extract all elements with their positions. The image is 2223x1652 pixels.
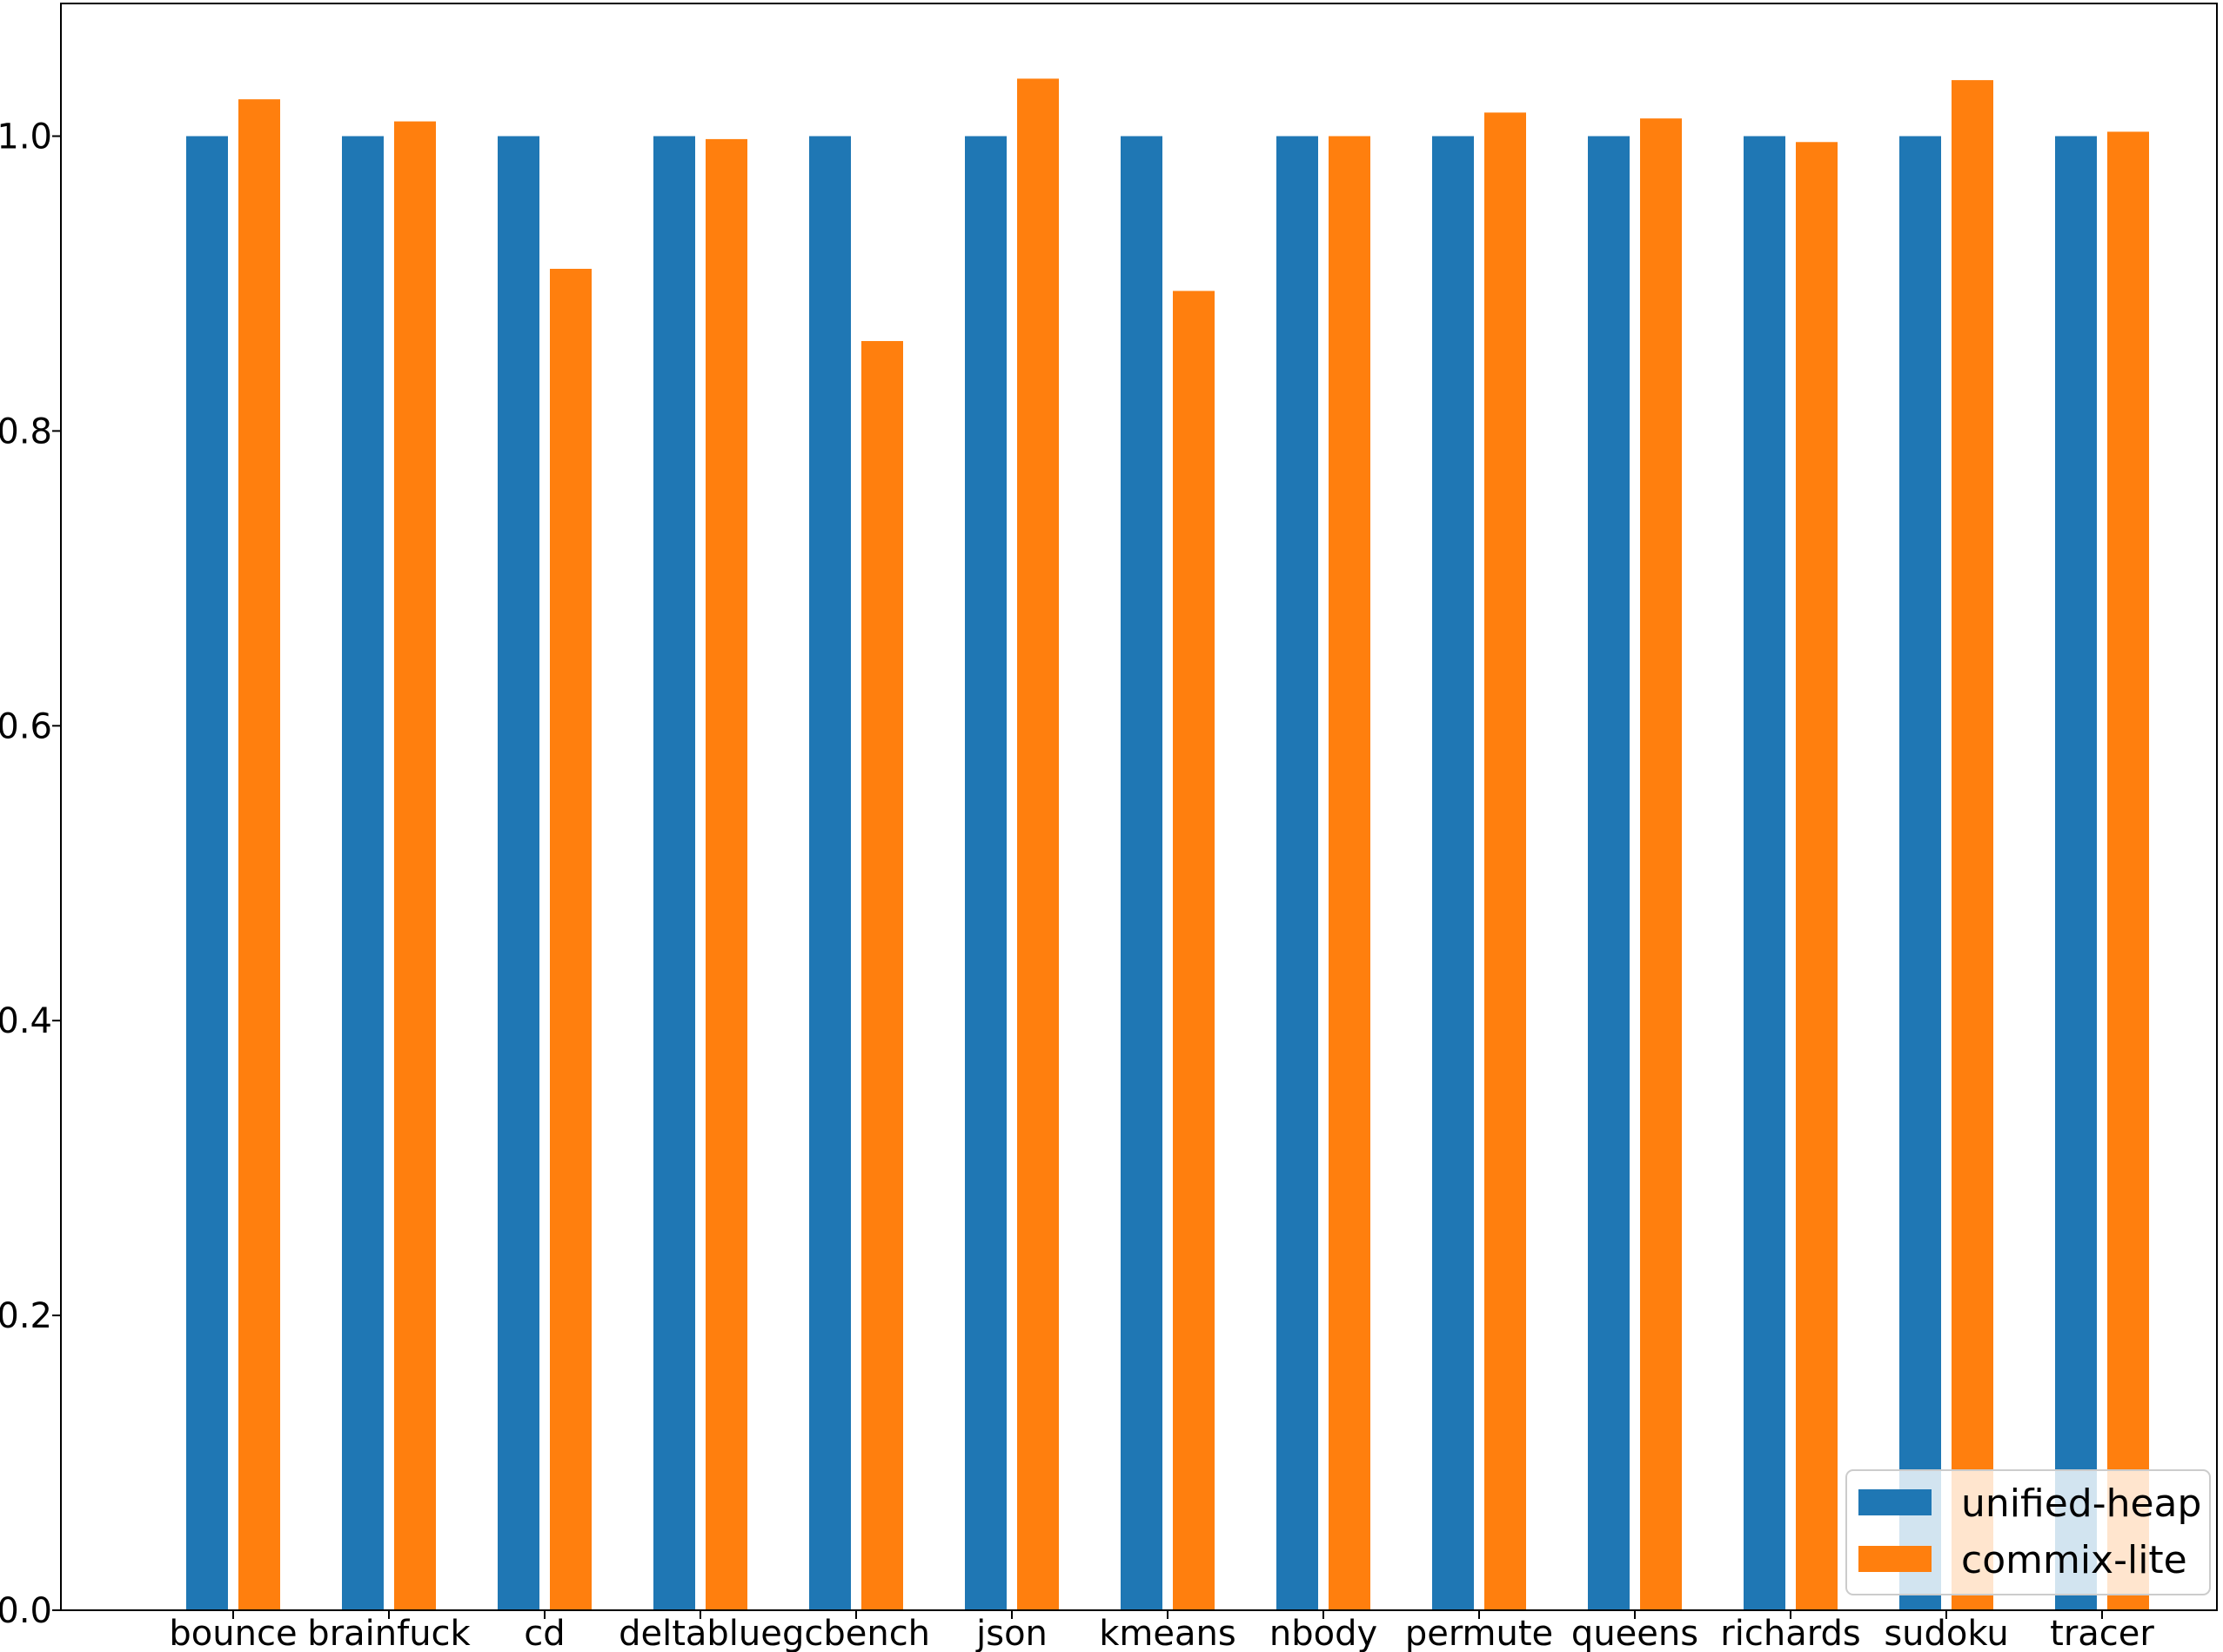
bar-commix-lite-tracer: [2107, 131, 2149, 1610]
bar-unified-heap-tracer: [2055, 136, 2097, 1610]
legend-swatch-commix-lite: [1858, 1546, 1932, 1572]
bar-commix-lite-permute: [1484, 112, 1526, 1610]
bar-unified-heap-cd: [498, 136, 539, 1610]
y-tick-label: 0.8: [0, 411, 52, 451]
x-tick-label: gcbench: [782, 1614, 930, 1652]
bar-unified-heap-deltablue: [653, 136, 695, 1610]
bar-commix-lite-gcbench: [861, 341, 903, 1611]
bar-commix-lite-deltablue: [706, 138, 747, 1611]
y-tick-label: 0.4: [0, 1001, 52, 1041]
bar-commix-lite-bounce: [238, 99, 280, 1610]
bar-unified-heap-bounce: [186, 136, 228, 1610]
x-tick-label: sudoku: [1884, 1614, 2008, 1652]
bar-unified-heap-gcbench: [809, 136, 851, 1610]
bar-commix-lite-sudoku: [1952, 80, 1993, 1610]
x-tick-label: cd: [524, 1614, 565, 1652]
legend-label-unified-heap: unified-heap: [1961, 1481, 2201, 1526]
bar-unified-heap-richards: [1744, 136, 1785, 1610]
bar-commix-lite-cd: [550, 269, 592, 1611]
x-tick-label: json: [975, 1614, 1048, 1652]
bar-unified-heap-nbody: [1276, 136, 1318, 1610]
bar-commix-lite-json: [1017, 78, 1059, 1610]
y-tick-label: 0.6: [0, 706, 52, 746]
x-tick-label: brainfuck: [307, 1614, 471, 1652]
bar-commix-lite-kmeans: [1173, 291, 1215, 1610]
x-tick-label: tracer: [2050, 1614, 2154, 1652]
y-tick-label: 1.0: [0, 117, 52, 157]
axes-group: bounce brainfuck cd deltablue gcbench json kme…: [0, 3, 2218, 1652]
x-tick-label: kmeans: [1099, 1614, 1235, 1652]
bar-unified-heap-brainfuck: [342, 136, 384, 1610]
bar-commix-lite-brainfuck: [394, 121, 436, 1611]
legend-box: [1845, 1469, 2211, 1595]
x-tick-label: queens: [1571, 1614, 1698, 1652]
legend-label-commix-lite: commix-lite: [1961, 1538, 2187, 1582]
legend: unified-heap commix-lite: [1845, 1469, 2211, 1595]
plot-frame: [60, 3, 2218, 1611]
x-tick-label: nbody: [1269, 1614, 1377, 1652]
bar-unified-heap-queens: [1588, 136, 1630, 1610]
bar-commix-lite-richards: [1796, 142, 1838, 1610]
bar-unified-heap-json: [965, 136, 1007, 1610]
x-tick-label: bounce: [169, 1614, 297, 1652]
x-tick-label: richards: [1720, 1614, 1860, 1652]
bar-unified-heap-permute: [1432, 136, 1474, 1610]
y-tick-label: 0.0: [0, 1591, 52, 1631]
bars-group: [186, 78, 2149, 1611]
x-tick-label: deltablue: [619, 1614, 782, 1652]
bar-commix-lite-nbody: [1329, 136, 1370, 1610]
x-tick-label: permute: [1405, 1614, 1553, 1652]
bar-unified-heap-kmeans: [1121, 136, 1162, 1610]
y-tick-label: 0.2: [0, 1296, 52, 1336]
legend-swatch-unified-heap: [1858, 1489, 1932, 1515]
bar-unified-heap-sudoku: [1899, 136, 1941, 1610]
bar-commix-lite-queens: [1640, 118, 1682, 1610]
